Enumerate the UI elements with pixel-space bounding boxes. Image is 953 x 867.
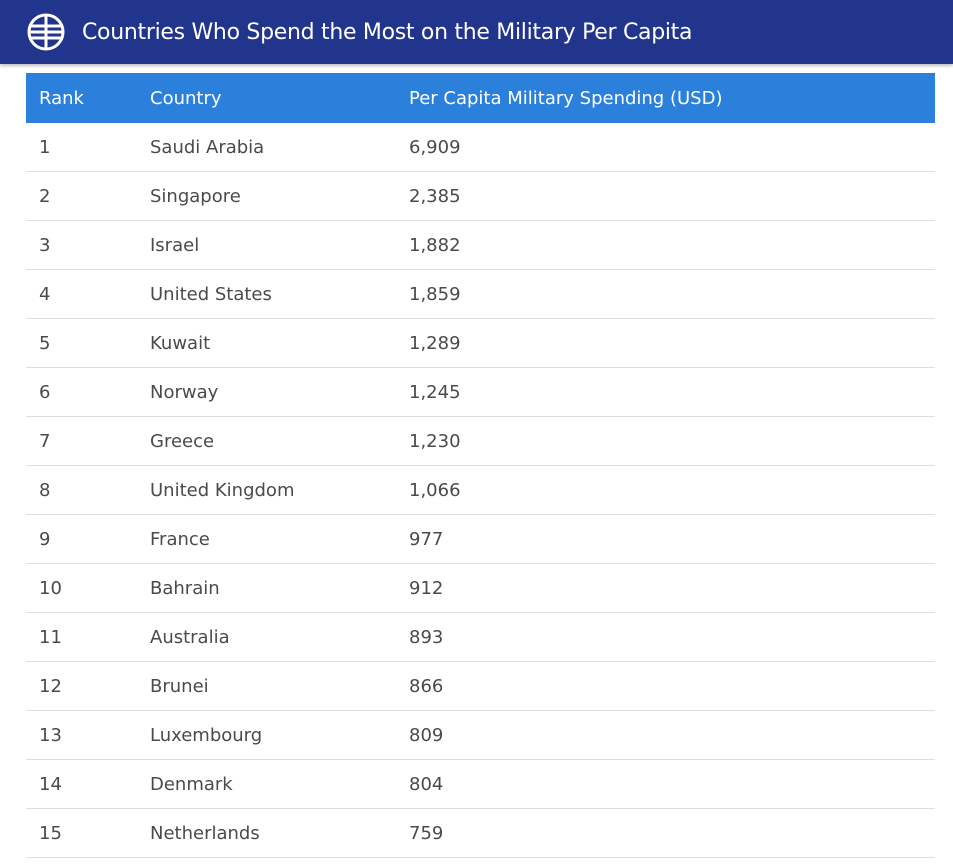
table-row: 8 United Kingdom 1,066 — [26, 465, 935, 515]
table-row: 7 Greece 1,230 — [26, 416, 935, 466]
rank-cell: 8 — [26, 465, 150, 515]
spending-table: Rank Country Per Capita Military Spendin… — [26, 73, 935, 858]
table-row: 6 Norway 1,245 — [26, 367, 935, 417]
country-cell: Greece — [150, 416, 409, 466]
country-cell: Luxembourg — [150, 710, 409, 760]
country-cell: Singapore — [150, 171, 409, 221]
spending-cell: 912 — [409, 563, 935, 613]
table-row: 12 Brunei 866 — [26, 661, 935, 711]
country-cell: Bahrain — [150, 563, 409, 613]
table-row: 1 Saudi Arabia 6,909 — [26, 123, 935, 172]
table-row: 3 Israel 1,882 — [26, 220, 935, 270]
spending-cell: 1,859 — [409, 269, 935, 319]
column-header-country: Country — [150, 87, 222, 109]
country-cell: Brunei — [150, 661, 409, 711]
spending-cell: 6,909 — [409, 123, 935, 172]
country-cell: Denmark — [150, 759, 409, 809]
rank-cell: 13 — [26, 710, 150, 760]
spending-cell: 977 — [409, 514, 935, 564]
spending-cell: 759 — [409, 808, 935, 858]
rank-cell: 7 — [26, 416, 150, 466]
country-cell: Kuwait — [150, 318, 409, 368]
rank-cell: 6 — [26, 367, 150, 417]
spending-cell: 1,245 — [409, 367, 935, 417]
rank-cell: 11 — [26, 612, 150, 662]
table-row: 10 Bahrain 912 — [26, 563, 935, 613]
spending-cell: 893 — [409, 612, 935, 662]
country-cell: Saudi Arabia — [150, 123, 409, 172]
spending-cell: 2,385 — [409, 171, 935, 221]
country-cell: United States — [150, 269, 409, 319]
table-row: 4 United States 1,859 — [26, 269, 935, 319]
rank-cell: 15 — [26, 808, 150, 858]
table-row: 11 Australia 893 — [26, 612, 935, 662]
country-cell: Australia — [150, 612, 409, 662]
country-cell: Netherlands — [150, 808, 409, 858]
spending-cell: 1,289 — [409, 318, 935, 368]
page-title: Countries Who Spend the Most on the Mili… — [82, 19, 693, 45]
country-cell: Norway — [150, 367, 409, 417]
country-cell: United Kingdom — [150, 465, 409, 515]
rank-cell: 5 — [26, 318, 150, 368]
spending-cell: 1,066 — [409, 465, 935, 515]
table-row: 2 Singapore 2,385 — [26, 171, 935, 221]
rank-cell: 2 — [26, 171, 150, 221]
table-row: 13 Luxembourg 809 — [26, 710, 935, 760]
table-header-row: Rank Country Per Capita Military Spendin… — [26, 73, 935, 123]
spending-cell: 1,882 — [409, 220, 935, 270]
rank-cell: 12 — [26, 661, 150, 711]
spending-cell: 1,230 — [409, 416, 935, 466]
country-cell: France — [150, 514, 409, 564]
country-cell: Israel — [150, 220, 409, 270]
rank-cell: 4 — [26, 269, 150, 319]
rank-cell: 1 — [26, 123, 150, 172]
rank-cell: 9 — [26, 514, 150, 564]
spending-cell: 866 — [409, 661, 935, 711]
table-row: 9 France 977 — [26, 514, 935, 564]
spending-cell: 809 — [409, 710, 935, 760]
rank-cell: 14 — [26, 759, 150, 809]
globe-icon — [27, 13, 65, 51]
table-row: 15 Netherlands 759 — [26, 808, 935, 858]
column-header-spending: Per Capita Military Spending (USD) — [409, 87, 723, 109]
rank-cell: 3 — [26, 220, 150, 270]
spending-cell: 804 — [409, 759, 935, 809]
title-bar: Countries Who Spend the Most on the Mili… — [0, 0, 953, 64]
table-row: 14 Denmark 804 — [26, 759, 935, 809]
rank-cell: 10 — [26, 563, 150, 613]
table-row: 5 Kuwait 1,289 — [26, 318, 935, 368]
column-header-rank: Rank — [39, 87, 84, 109]
